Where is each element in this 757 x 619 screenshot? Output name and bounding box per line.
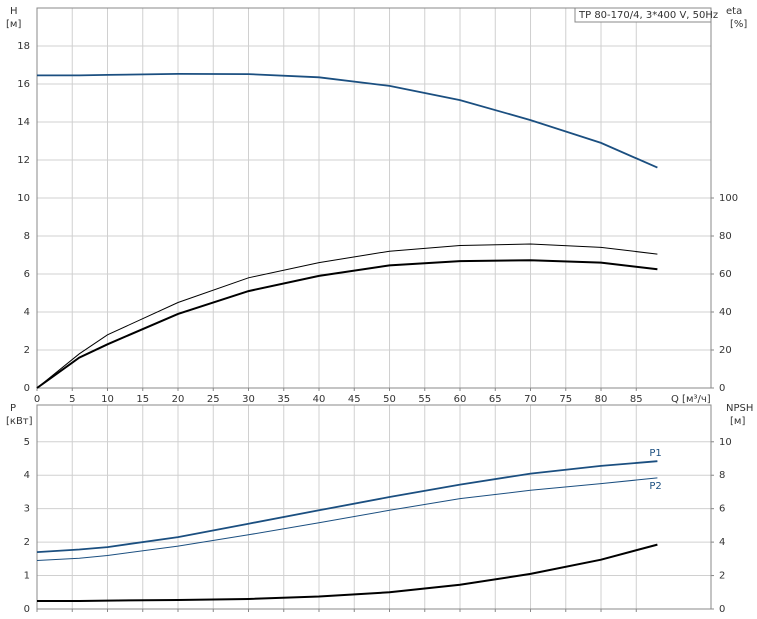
x-tick-label: 5 [69,394,75,405]
title-box [574,7,712,23]
x-tick-label: 60 [454,394,467,405]
x-tick-label: 35 [277,394,290,405]
x-tick-label: 85 [630,394,643,405]
y-tick-label: 12 [17,155,30,166]
y-tick-label: 2 [24,345,30,356]
curve [36,243,658,389]
x-tick-label: 20 [172,394,185,405]
y-tick-label: 14 [17,117,30,128]
x-tick-label: 0 [34,394,40,405]
y-axis-unit: [кВт] [6,416,33,427]
curve [37,72,658,169]
x-axis-label: Q [м³/ч] [671,394,711,405]
x-tick-label: 75 [559,394,572,405]
y2-tick-label: 0 [719,383,725,394]
x-tick-label: 70 [524,394,537,405]
y-tick-label: 4 [24,470,30,481]
y-tick-label: 2 [24,537,30,548]
x-tick-label: 45 [348,394,361,405]
x-tick-label: 25 [207,394,220,405]
x-tick-label: 80 [595,394,608,405]
y2-tick-label: 4 [719,537,725,548]
curve-label: P1 [649,448,661,459]
x-tick-label: 15 [136,394,149,405]
y-axis-label: P [10,403,16,414]
y2-tick-label: 40 [719,307,732,318]
y-tick-label: 1 [24,571,30,582]
y2-tick-label: 0 [719,604,725,615]
y-axis-label: H [10,6,18,17]
y-tick-label: 3 [24,504,30,515]
y2-axis-unit: [м] [730,416,745,427]
y-tick-label: 10 [17,193,30,204]
x-tick-label: 55 [418,394,431,405]
y2-tick-label: 100 [719,193,738,204]
y2-tick-label: 10 [719,437,732,448]
y-tick-label: 4 [24,307,30,318]
curve [37,543,658,602]
x-tick-label: 50 [383,394,396,405]
chart-title: TP 80-170/4, 3*400 V, 50Hz [578,10,718,21]
x-tick-label: 40 [313,394,326,405]
y-tick-label: 5 [24,437,30,448]
y-tick-label: 16 [17,79,30,90]
y2-tick-label: 20 [719,345,732,356]
y-tick-label: 0 [24,604,30,615]
curve [36,460,658,553]
x-tick-label: 65 [489,394,502,405]
curve [36,259,658,389]
curve [36,477,658,561]
y2-axis-unit: [%] [730,19,747,30]
y2-axis-label: eta [726,6,742,17]
x-tick-label: 10 [101,394,114,405]
y-tick-label: 18 [17,41,30,52]
y2-tick-label: 60 [719,269,732,280]
plot-frame [36,404,712,610]
y-tick-label: 8 [24,231,30,242]
y-axis-unit: [м] [6,19,21,30]
curve-label: P2 [649,481,661,492]
y-tick-label: 6 [24,269,30,280]
y2-tick-label: 2 [719,571,725,582]
y2-axis-label: NPSH [726,403,753,414]
plot-frame [36,7,712,389]
y2-tick-label: 6 [719,504,725,515]
y2-tick-label: 8 [719,470,725,481]
y2-tick-label: 80 [719,231,732,242]
y-tick-label: 0 [24,383,30,394]
x-tick-label: 30 [242,394,255,405]
